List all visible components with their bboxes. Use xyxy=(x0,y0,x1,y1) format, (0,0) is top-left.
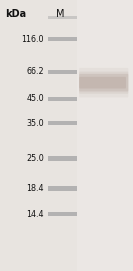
FancyBboxPatch shape xyxy=(79,72,128,94)
FancyBboxPatch shape xyxy=(48,16,77,19)
Text: 25.0: 25.0 xyxy=(26,154,44,163)
Text: 45.0: 45.0 xyxy=(26,94,44,104)
FancyBboxPatch shape xyxy=(79,68,128,98)
Text: 66.2: 66.2 xyxy=(26,67,44,76)
Text: 18.4: 18.4 xyxy=(26,184,44,193)
Text: 14.4: 14.4 xyxy=(26,209,44,219)
FancyBboxPatch shape xyxy=(48,70,77,74)
FancyBboxPatch shape xyxy=(79,74,128,92)
FancyBboxPatch shape xyxy=(48,186,77,191)
Text: 116.0: 116.0 xyxy=(21,35,44,44)
Text: kDa: kDa xyxy=(5,9,26,20)
FancyBboxPatch shape xyxy=(48,37,77,41)
FancyBboxPatch shape xyxy=(48,212,77,216)
FancyBboxPatch shape xyxy=(48,121,77,125)
FancyBboxPatch shape xyxy=(48,156,77,161)
FancyBboxPatch shape xyxy=(77,0,133,271)
FancyBboxPatch shape xyxy=(48,97,77,101)
Text: 35.0: 35.0 xyxy=(26,119,44,128)
Text: M: M xyxy=(56,9,65,20)
FancyBboxPatch shape xyxy=(79,77,126,88)
